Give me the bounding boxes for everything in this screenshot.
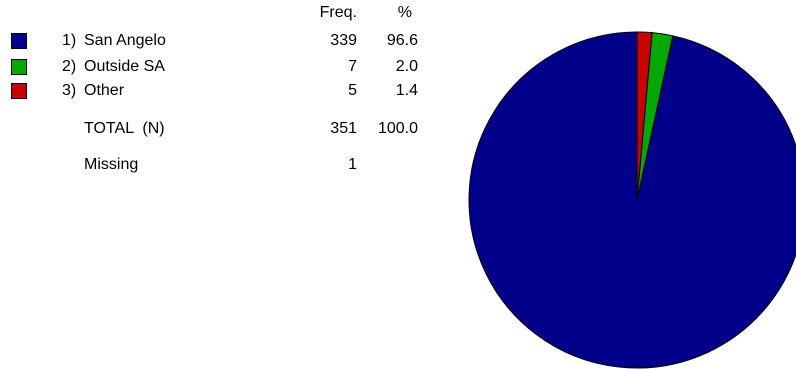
pct-outside-sa: 2.0 [395,58,418,75]
legend-num-2: 2) [62,58,77,75]
legend-label-outside-sa: Outside SA [84,58,165,75]
freq-outside-sa: 7 [348,58,357,75]
pct-other: 1.4 [395,82,418,99]
pct-san-angelo: 96.6 [386,32,418,49]
legend-swatch-outside-sa [11,59,27,75]
legend-label-other: Other [84,82,125,99]
freq-header: Freq. [319,4,357,21]
missing-label: Missing [84,156,139,173]
legend-swatch-other [11,83,27,99]
pie-slice-san-angelo [468,31,796,369]
legend-num-1: 1) [62,32,77,49]
legend-num-3: 3) [62,82,77,99]
freq-other: 5 [348,82,357,99]
freq-san-angelo: 339 [330,32,357,49]
total-label: TOTAL (N) [84,120,165,137]
total-freq: 351 [330,120,357,137]
legend-swatch-san-angelo [11,33,27,49]
pct-header: % [397,4,412,21]
legend-label-san-angelo: San Angelo [84,32,166,49]
missing-freq: 1 [348,156,357,173]
total-pct: 100.0 [377,120,418,137]
pie-slice-other [636,31,653,201]
